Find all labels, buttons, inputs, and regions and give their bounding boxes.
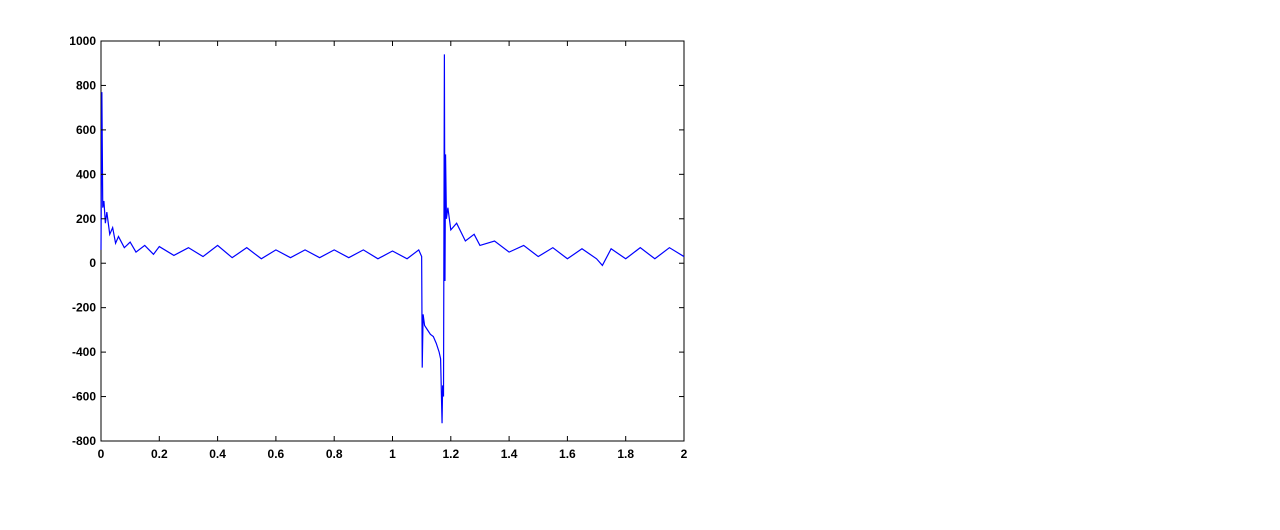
x-tick-label: 1 bbox=[389, 447, 396, 461]
y-tick-label: -200 bbox=[72, 301, 96, 315]
data-line bbox=[100, 54, 685, 424]
x-tick-label: 1.4 bbox=[501, 447, 518, 461]
x-tick-label: 0.4 bbox=[209, 447, 226, 461]
x-tick-label: 0.6 bbox=[268, 447, 285, 461]
y-tick-label: 800 bbox=[76, 78, 96, 92]
y-tick-label: 0 bbox=[89, 256, 96, 270]
x-tick-label: 2 bbox=[681, 447, 688, 461]
y-tick-label: 1000 bbox=[69, 34, 96, 48]
y-tick-label: -800 bbox=[72, 434, 96, 448]
x-tick-label: 1.2 bbox=[442, 447, 459, 461]
y-tick-label: 200 bbox=[76, 212, 96, 226]
x-tick-label: 0.8 bbox=[326, 447, 343, 461]
plot-area bbox=[100, 40, 685, 442]
y-tick-label: -600 bbox=[72, 390, 96, 404]
y-tick-label: 400 bbox=[76, 167, 96, 181]
y-tick-label: 600 bbox=[76, 123, 96, 137]
x-tick-label: 0.2 bbox=[151, 447, 168, 461]
x-tick-label: 0 bbox=[98, 447, 105, 461]
x-tick-label: 1.6 bbox=[559, 447, 576, 461]
y-tick-label: -400 bbox=[72, 345, 96, 359]
x-tick-label: 1.8 bbox=[617, 447, 634, 461]
